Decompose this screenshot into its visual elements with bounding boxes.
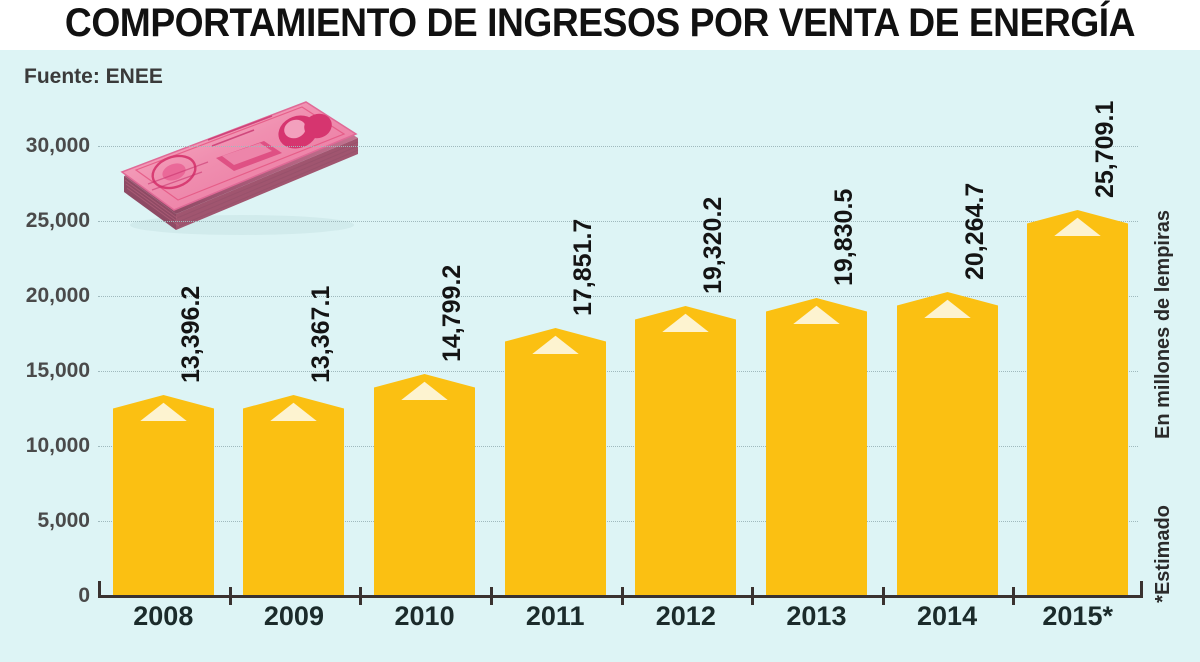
gridline-15000 (98, 371, 1138, 372)
xtick-label-2014: 2014 (917, 601, 978, 631)
bar-value-label: 20,264.7 (960, 182, 989, 280)
ytick-label-30000: 30,000 (25, 134, 90, 157)
bar-value-label: 19,320.2 (698, 196, 727, 294)
xtick-label-2012: 2012 (655, 601, 716, 631)
bar-2012[interactable] (635, 305, 736, 595)
x-axis-tick (621, 587, 624, 605)
bar-value-label: 14,799.2 (437, 264, 466, 362)
y-axis-unit-caption: En millones de lempiras (1152, 210, 1174, 439)
x-axis-tick (490, 587, 493, 605)
xtick-label-2008: 2008 (133, 601, 194, 631)
bar-body (897, 317, 998, 595)
bar-cap (897, 291, 998, 318)
ytick-label-25000: 25,000 (25, 209, 90, 232)
ytick-label-10000: 10,000 (25, 434, 90, 457)
bar-value-label: 25,709.1 (1090, 100, 1119, 199)
x-axis-end-tick (1140, 581, 1143, 596)
bar-body (505, 353, 606, 595)
xtick-label-2011: 2011 (525, 601, 585, 631)
banknote-stack-icon (112, 80, 367, 240)
bar-value-label: 13,367.1 (306, 285, 335, 383)
bar-cap (766, 298, 867, 325)
bar-cap (1027, 210, 1128, 237)
bar-body (1027, 236, 1128, 595)
bar-value-label: 19,830.5 (829, 188, 858, 287)
estimate-footnote: *Estimado (1152, 505, 1174, 603)
bar-2013[interactable] (766, 298, 867, 595)
bar-body (635, 331, 736, 595)
gridline-30000 (98, 146, 1138, 147)
x-axis-tick (1012, 587, 1015, 605)
bar-body (766, 324, 867, 595)
y-axis-origin-tick (98, 581, 101, 596)
x-axis-tick (751, 587, 754, 605)
xtick-label-2015: 2015* (1042, 601, 1113, 631)
gridline-10000 (98, 446, 1138, 447)
page-title: COMPORTAMIENTO DE INGRESOS POR VENTA DE … (64, 1, 1136, 45)
bar-value-label: 13,396.2 (176, 285, 205, 383)
bar-body (374, 399, 475, 595)
bar-value-label: 17,851.7 (568, 218, 597, 316)
bar-2015[interactable] (1027, 210, 1128, 595)
x-axis-tick (882, 587, 885, 605)
x-axis-tick (359, 587, 362, 605)
source-label: Fuente: ENEE (24, 65, 163, 88)
chart-panel: Fuente: ENEE (0, 50, 1200, 662)
bar-2014[interactable] (897, 291, 998, 595)
xtick-label-2010: 2010 (394, 601, 455, 631)
xtick-label-2013: 2013 (786, 601, 847, 631)
bar-2011[interactable] (505, 327, 606, 595)
bar-cap (374, 373, 475, 400)
bar-cap (635, 305, 736, 332)
title-band: COMPORTAMIENTO DE INGRESOS POR VENTA DE … (0, 0, 1200, 50)
bar-cap (243, 394, 344, 421)
ytick-label-0: 0 (78, 584, 90, 607)
bar-cap (505, 327, 606, 354)
x-axis-tick (229, 587, 232, 605)
bar-2009[interactable] (243, 394, 344, 595)
ytick-label-15000: 15,000 (25, 359, 90, 382)
bar-cap (113, 394, 214, 421)
bar-body (243, 420, 344, 595)
ytick-label-5000: 5,000 (37, 509, 90, 532)
xtick-label-2009: 2009 (263, 601, 324, 631)
bar-2008[interactable] (113, 394, 214, 595)
gridline-20000 (98, 296, 1138, 297)
bar-2010[interactable] (374, 373, 475, 595)
x-axis-line (98, 595, 1143, 598)
gridline-25000 (98, 221, 1138, 222)
bar-body (113, 420, 214, 595)
ytick-label-20000: 20,000 (25, 284, 90, 307)
gridline-5000 (98, 521, 1138, 522)
